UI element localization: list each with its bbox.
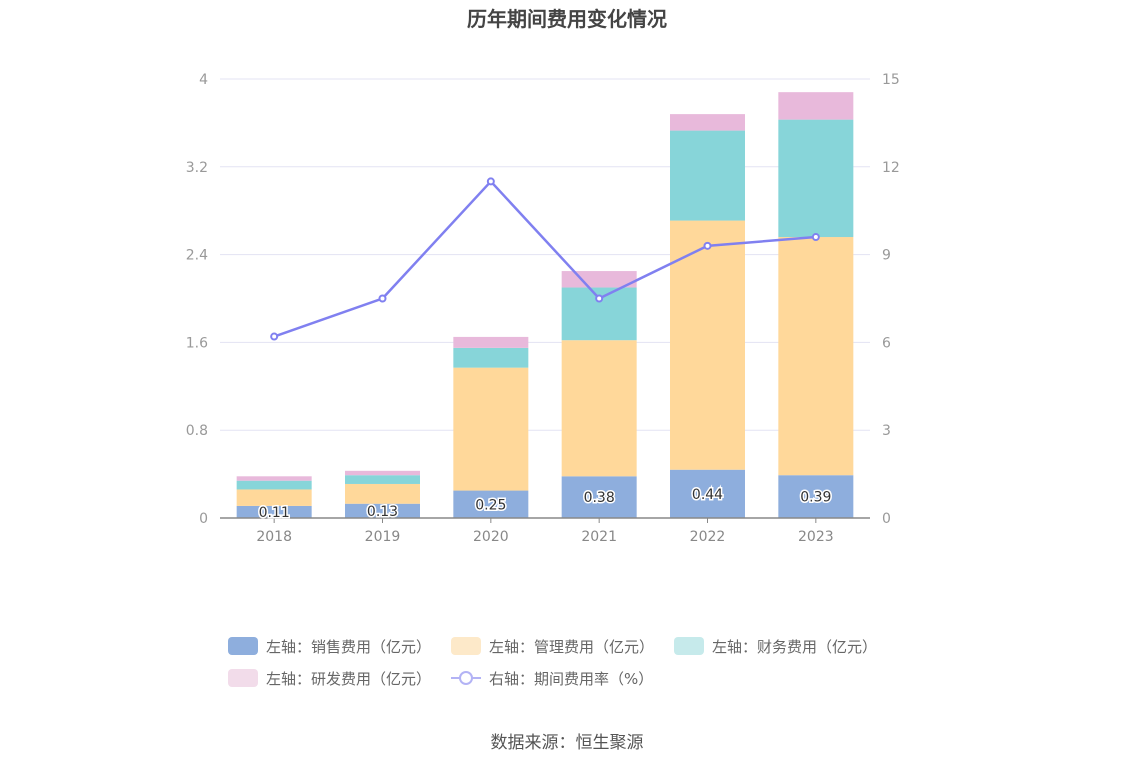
- bar-segment-admin: [670, 220, 745, 470]
- x-tick-label: 2020: [473, 529, 509, 545]
- legend-label-admin: 左轴：管理费用（亿元）: [489, 637, 655, 656]
- left-tick-label: 1.6: [186, 335, 208, 351]
- chart-title: 历年期间费用变化情况: [467, 7, 667, 31]
- left-tick-label: 2.4: [186, 248, 208, 264]
- bar-segment-finance: [236, 480, 312, 490]
- bar-segment-finance: [345, 475, 420, 484]
- rate-line: [270, 177, 820, 341]
- legend-item-rate[interactable]: 右轴：期间费用率（%）: [451, 668, 653, 689]
- rate-point: [378, 294, 387, 303]
- rate-point: [811, 233, 820, 242]
- data-labels: 0.11 0.13 0.25 0.38 0.44 0.39: [257, 485, 833, 522]
- bar-segment-admin: [561, 340, 637, 477]
- bar-segment-rnd: [670, 114, 745, 131]
- left-tick-label: 0: [199, 511, 208, 527]
- x-tick-label: 2018: [256, 529, 292, 545]
- legend-swatch-rate: [451, 669, 482, 687]
- left-tick-label: 3.2: [186, 160, 208, 176]
- grid-lines: [220, 78, 870, 431]
- bar-segment-sales: [778, 475, 854, 518]
- legend: 左轴：销售费用（亿元） 左轴：管理费用（亿元） 左轴：财务费用（亿元） 左轴：研…: [228, 630, 928, 694]
- data-label: 0.38: [584, 490, 615, 506]
- bar-segment-sales: [236, 505, 312, 518]
- bar-segment-finance: [778, 119, 854, 238]
- legend-item-sales[interactable]: 左轴：销售费用（亿元）: [228, 636, 431, 657]
- rate-point: [703, 241, 712, 250]
- right-tick-label: 0: [882, 511, 891, 527]
- bar-segment-rnd: [778, 92, 854, 120]
- legend-swatch-sales: [228, 637, 258, 655]
- data-label: 0.13: [367, 504, 398, 520]
- rate-line-path: [273, 179, 816, 338]
- legend-swatch-admin: [451, 637, 482, 655]
- bar-segment-admin: [345, 483, 420, 504]
- bar-segment-admin: [236, 489, 312, 506]
- bar-segment-sales: [345, 503, 420, 518]
- bar-segment-rnd: [453, 336, 529, 348]
- data-label: 0.39: [800, 490, 831, 506]
- bar-segment-sales: [670, 469, 745, 518]
- bar-segment-rnd: [236, 476, 312, 481]
- data-label: 0.25: [475, 497, 506, 513]
- bar-segment-admin: [778, 237, 854, 476]
- right-tick-label: 9: [882, 248, 891, 264]
- data-source: 数据来源：恒生聚源: [490, 733, 644, 753]
- x-tick-label: 2023: [798, 529, 834, 545]
- rate-point: [595, 294, 604, 303]
- legend-swatch-finance: [674, 637, 705, 655]
- chart: 历年期间费用变化情况 0 0.8 1.6 2.4 3.2 4 0 3 6 9 12 15 2018 201…: [186, 7, 900, 545]
- legend-item-rnd[interactable]: 左轴：研发费用（亿元）: [228, 668, 431, 689]
- bar-segment-sales: [561, 476, 637, 518]
- left-tick-label: 0.8: [186, 423, 208, 439]
- bar-segment-finance: [670, 130, 745, 221]
- left-tick-label: 4: [199, 72, 208, 88]
- x-tick-label: 2021: [581, 529, 617, 545]
- data-label: 0.44: [692, 487, 723, 503]
- x-tick-label: 2022: [690, 529, 726, 545]
- rate-point: [270, 332, 279, 341]
- bar-segment-admin: [453, 367, 529, 491]
- legend-item-finance[interactable]: 左轴：财务费用（亿元）: [674, 636, 877, 657]
- bar-stacks: [236, 92, 854, 518]
- bar-segment-finance: [453, 347, 529, 368]
- right-tick-label: 6: [882, 335, 891, 351]
- bar-segment-rnd: [345, 470, 420, 476]
- legend-label-rnd: 左轴：研发费用（亿元）: [266, 669, 432, 688]
- data-label: 0.11: [259, 505, 290, 521]
- axes: 0 0.8 1.6 2.4 3.2 4 0 3 6 9 12 15 2018 2019 2020 2021 20…: [186, 72, 900, 545]
- right-tick-label: 12: [882, 160, 900, 176]
- legend-swatch-rnd: [228, 669, 258, 687]
- legend-label-sales: 左轴：销售费用（亿元）: [266, 637, 432, 656]
- bar-segment-sales: [453, 490, 529, 518]
- legend-item-admin[interactable]: 左轴：管理费用（亿元）: [451, 636, 654, 657]
- x-tick-label: 2019: [365, 529, 401, 545]
- legend-label-rate: 右轴：期间费用率（%）: [489, 669, 654, 688]
- bar-segment-rnd: [561, 271, 637, 288]
- right-tick-label: 15: [882, 72, 900, 88]
- rate-point: [486, 177, 495, 186]
- legend-label-finance: 左轴：财务费用（亿元）: [712, 637, 878, 656]
- right-tick-label: 3: [882, 423, 891, 439]
